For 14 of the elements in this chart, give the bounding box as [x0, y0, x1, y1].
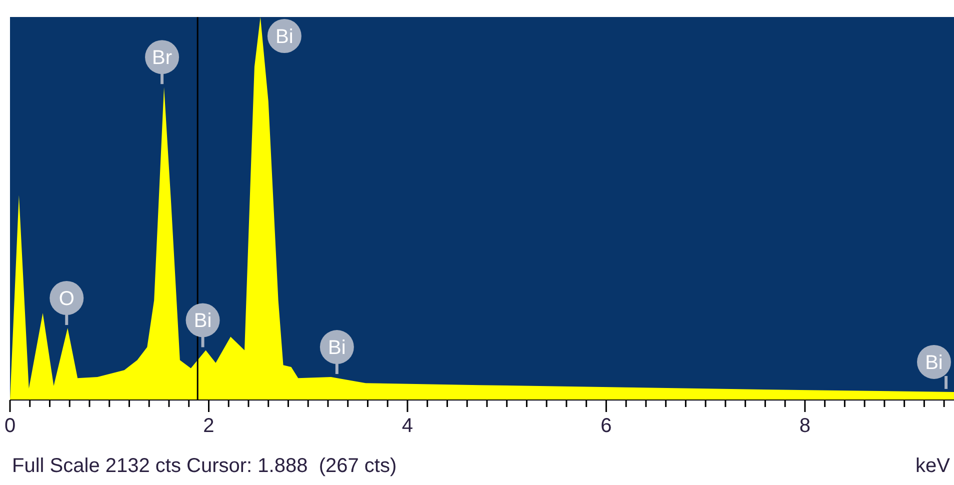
label-badge: Bi: [267, 19, 302, 53]
annotation: Bi: [925, 352, 943, 374]
annotation: Br: [152, 47, 172, 70]
x-tick-label: 4: [402, 415, 414, 437]
text: Full Scale 2132 cts Cursor: 1.888 (267 cts): [12, 455, 397, 478]
annotation: Bi: [328, 337, 346, 360]
annotation: Bi: [276, 26, 294, 48]
annotation: Bi: [194, 310, 212, 332]
annotation: O: [58, 288, 74, 310]
x-tick-label: 2: [203, 415, 214, 437]
x-tick-label: 6: [600, 415, 612, 437]
x-axis-title: keV: [916, 455, 950, 478]
x-tick-label: 0: [4, 415, 16, 437]
x-tick-label: 8: [799, 415, 811, 437]
